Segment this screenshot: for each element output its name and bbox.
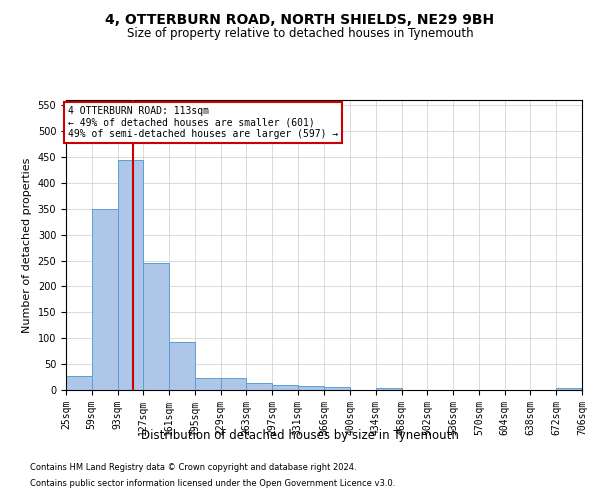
Bar [169,342,195,390]
Bar [556,388,582,390]
Bar [298,386,323,390]
Bar [195,378,221,390]
Text: Contains public sector information licensed under the Open Government Licence v3: Contains public sector information licen… [30,478,395,488]
Bar [247,384,272,390]
Bar [221,378,247,390]
Text: Distribution of detached houses by size in Tynemouth: Distribution of detached houses by size … [141,428,459,442]
Text: Size of property relative to detached houses in Tynemouth: Size of property relative to detached ho… [127,28,473,40]
Y-axis label: Number of detached properties: Number of detached properties [22,158,32,332]
Text: Contains HM Land Registry data © Crown copyright and database right 2024.: Contains HM Land Registry data © Crown c… [30,464,356,472]
Bar [272,385,298,390]
Bar [118,160,143,390]
Bar [376,388,401,390]
Bar [325,387,350,390]
Bar [66,376,92,390]
Text: 4 OTTERBURN ROAD: 113sqm
← 49% of detached houses are smaller (601)
49% of semi-: 4 OTTERBURN ROAD: 113sqm ← 49% of detach… [68,106,338,140]
Text: 4, OTTERBURN ROAD, NORTH SHIELDS, NE29 9BH: 4, OTTERBURN ROAD, NORTH SHIELDS, NE29 9… [106,12,494,26]
Bar [143,262,169,390]
Bar [92,209,118,390]
